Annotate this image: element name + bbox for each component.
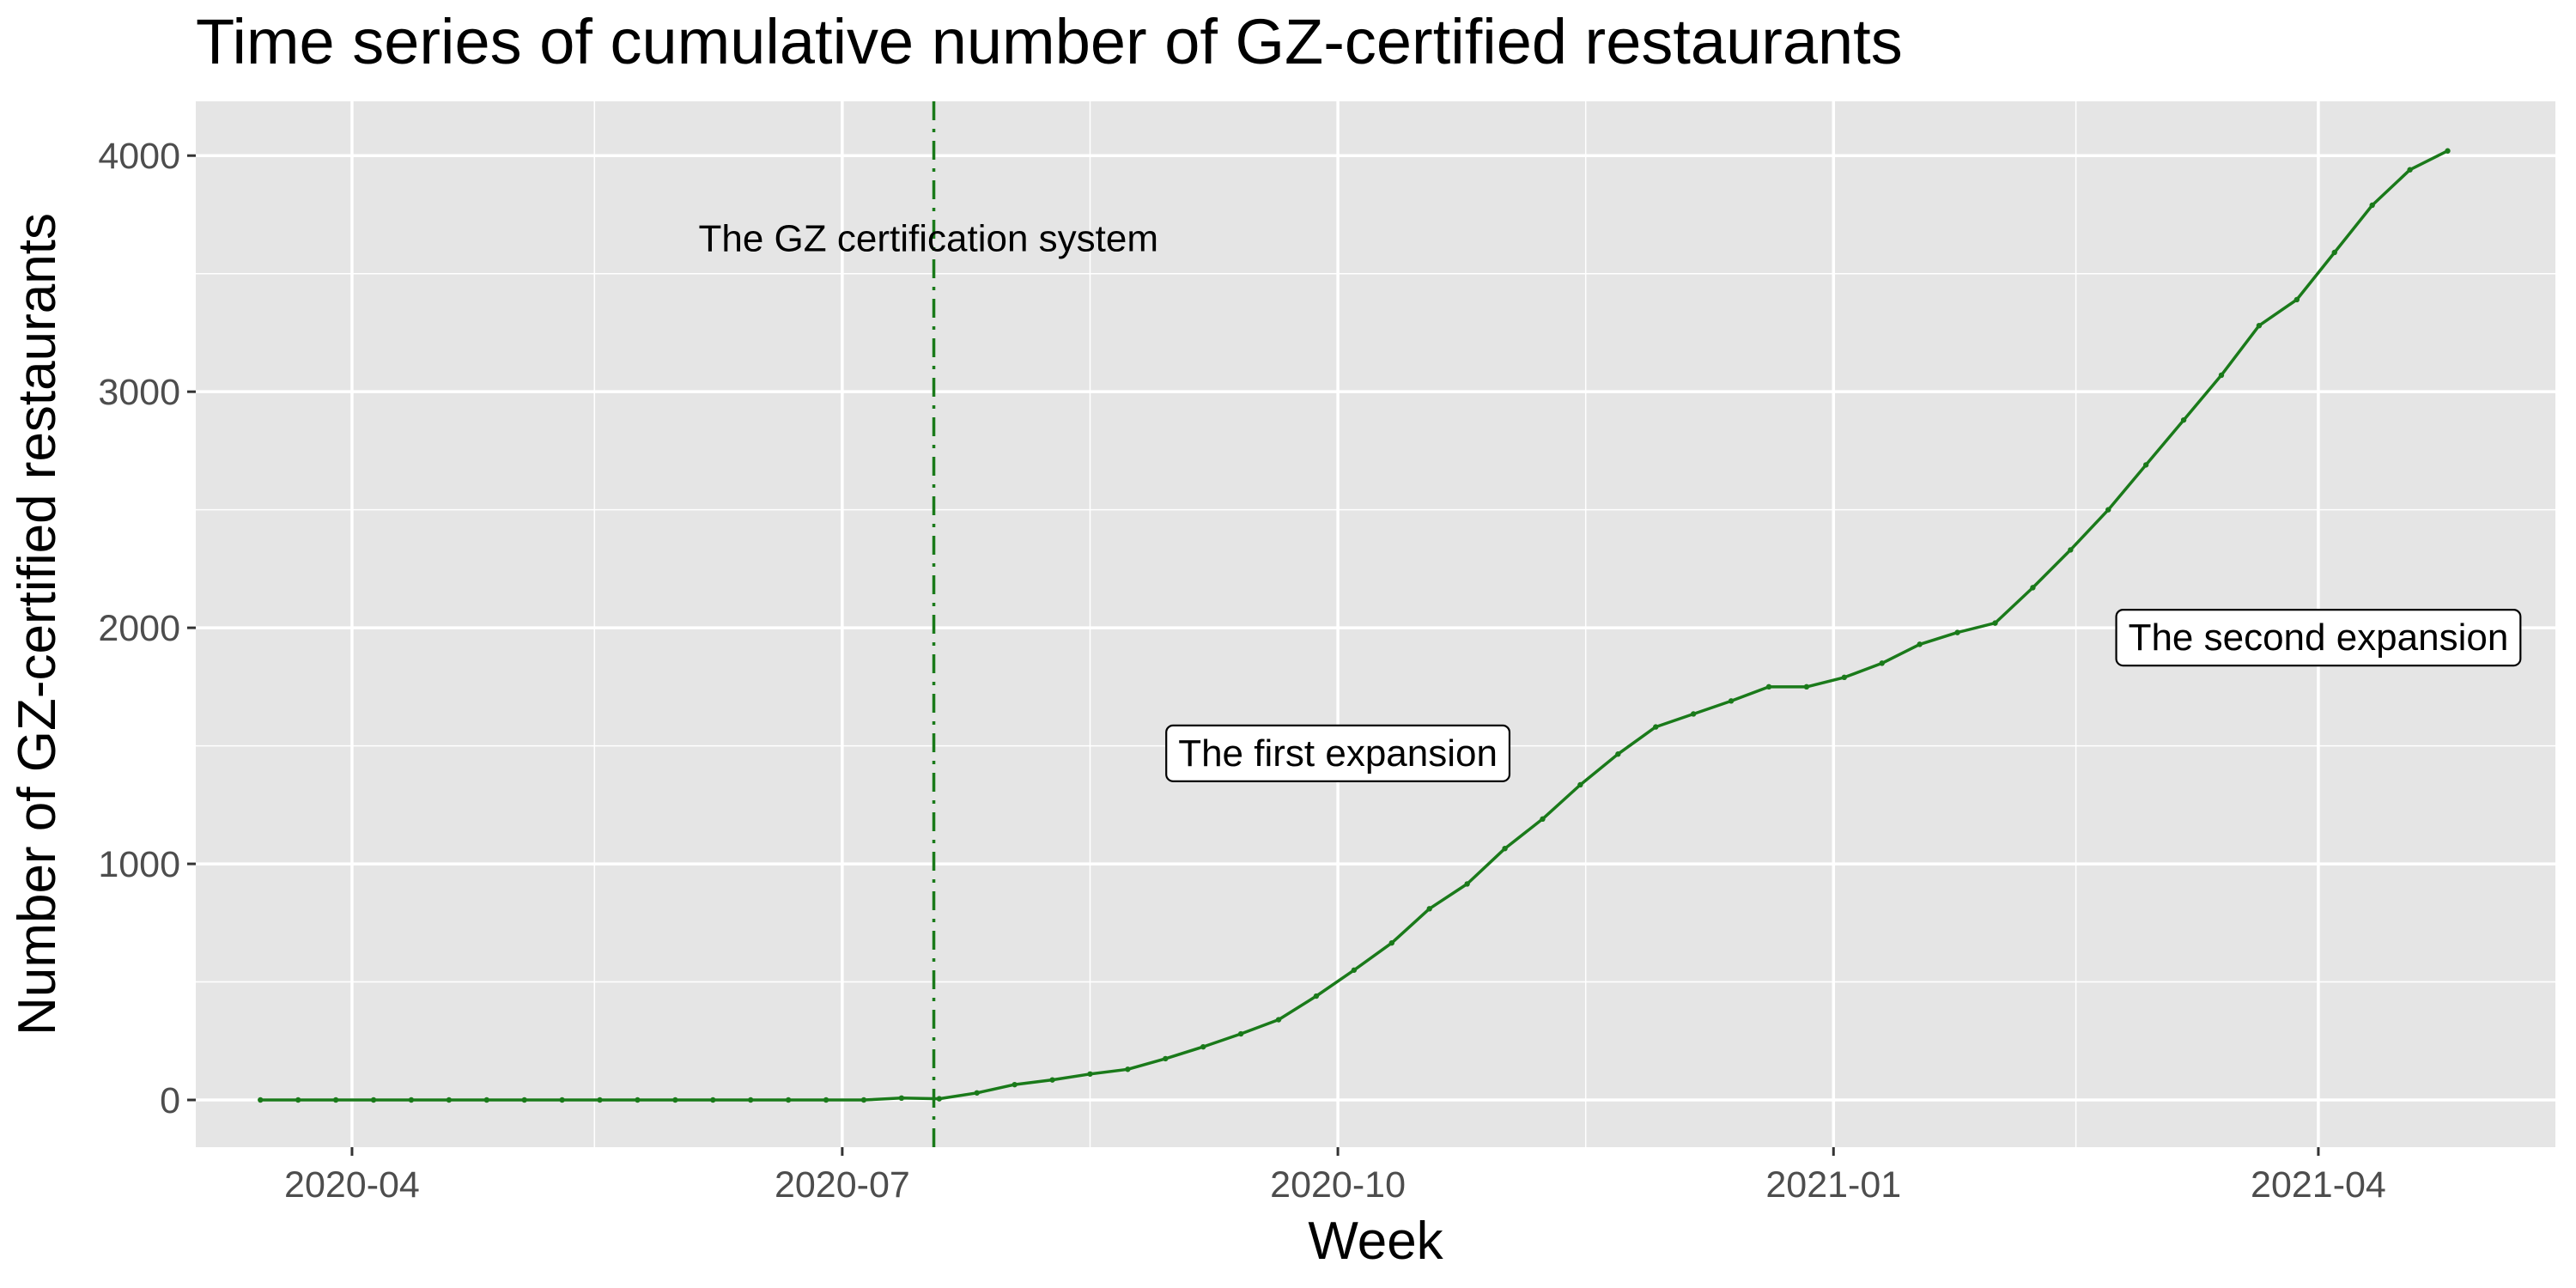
data-point [2180,416,2187,423]
data-point [1653,724,1659,730]
y-axis-title: Number of GZ-certified restaurants [8,213,67,1036]
data-point [2293,296,2300,303]
x-tick-label: 2020-10 [1270,1164,1406,1206]
annotation-text: The second expansion [2129,617,2509,659]
data-point [408,1097,415,1103]
annotation-3: The second expansion [2115,609,2522,667]
data-point [1502,845,1508,852]
data-point [521,1097,527,1103]
data-point [1917,641,1923,647]
data-point [2142,462,2149,468]
data-point [936,1096,943,1102]
data-point [823,1097,829,1103]
data-point [898,1095,905,1102]
data-point [1954,629,1960,635]
annotation-2: The first expansion [1165,724,1511,782]
y-tick-label: 0 [160,1080,180,1121]
data-point [1200,1043,1206,1050]
data-point [860,1097,867,1103]
x-tick-label: 2021-04 [2251,1164,2386,1206]
data-point [1841,674,1848,681]
data-point [2068,547,2074,553]
data-point [295,1097,301,1103]
data-point [1765,683,1772,690]
data-point [635,1097,641,1103]
annotations: The GZ certification system The first exp… [699,217,2522,782]
y-tick-label: 2000 [98,608,180,649]
data-point [2218,372,2225,379]
data-point [1690,711,1697,717]
data-point [672,1097,678,1103]
data-point [2105,507,2111,513]
data-point [748,1097,754,1103]
data-point [1313,993,1320,999]
data-point [1012,1081,1018,1088]
data-point [1125,1066,1131,1072]
x-axis-title: Week [1308,1212,1443,1271]
annotation-box [1165,724,1511,782]
data-point [1426,906,1432,912]
data-point [2030,585,2036,591]
y-axis-ticks: 0 1000 2000 3000 4000 [98,136,196,1121]
data-point [446,1097,453,1103]
annotation-text: The GZ certification system [699,217,1158,259]
data-point [1464,881,1470,887]
x-tick-label: 2020-07 [775,1164,910,1206]
annotation-text: The first expansion [1178,732,1498,775]
data-point [1577,781,1583,788]
data-point [1275,1017,1282,1023]
data-point [2407,167,2413,173]
annotation-1: The GZ certification system [699,217,1158,259]
x-tick-label: 2020-04 [284,1164,420,1206]
y-tick-label: 4000 [98,136,180,177]
data-point [1728,698,1735,704]
data-point [1351,967,1358,973]
y-tick-label: 1000 [98,844,180,885]
data-point [483,1097,489,1103]
data-point [597,1097,603,1103]
data-point [1237,1030,1244,1037]
data-point [332,1097,339,1103]
chart-title: Time series of cumulative number of GZ-c… [196,6,1903,77]
data-point [1615,751,1621,757]
data-point [1049,1077,1055,1083]
data-point [1879,660,1885,666]
data-point [1087,1071,1093,1077]
data-point [2445,148,2451,154]
y-tick-label: 3000 [98,372,180,413]
data-point [2256,322,2263,329]
x-tick-label: 2021-01 [1765,1164,1901,1206]
series-layer [258,148,2451,1103]
annotation-box [2115,609,2522,667]
data-point [258,1097,264,1103]
data-point [710,1097,716,1103]
data-point [559,1097,565,1103]
data-point [370,1097,377,1103]
data-point [2369,202,2375,209]
data-point [974,1090,980,1096]
data-point [1388,939,1395,946]
data-point [1163,1055,1169,1062]
data-point [785,1097,792,1103]
data-point [2331,249,2337,256]
data-point [1540,816,1546,823]
data-point [1992,620,1998,626]
x-axis-ticks: 2020-04 2020-07 2020-10 2021-01 2021-04 [284,1147,2386,1206]
data-point [1803,683,1810,690]
